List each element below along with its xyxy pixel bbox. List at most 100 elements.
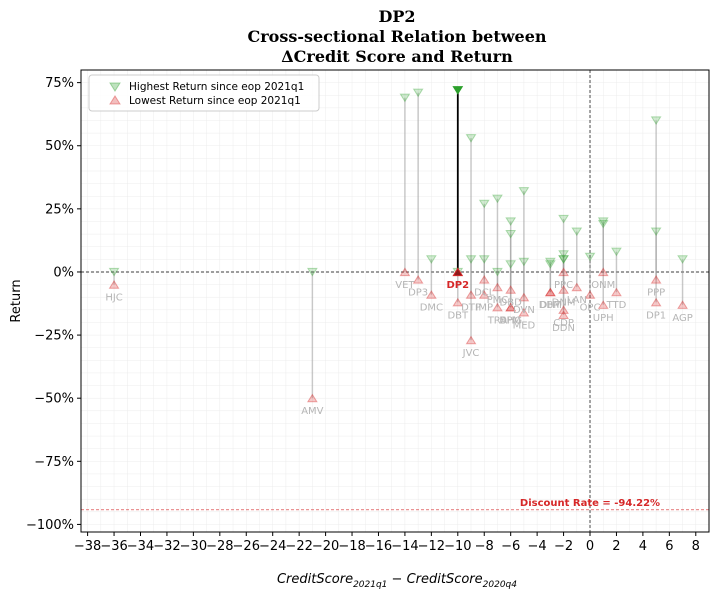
high-marker-dnm bbox=[558, 250, 569, 259]
x-tick-label: −38 bbox=[74, 539, 101, 554]
high-marker-dmc bbox=[425, 255, 437, 264]
high-marker-dtp bbox=[465, 255, 477, 264]
x-tick-label: −18 bbox=[338, 539, 365, 554]
high-marker-med bbox=[518, 187, 530, 196]
low-marker-dvn bbox=[518, 292, 530, 302]
high-marker-spm bbox=[505, 260, 517, 269]
high-marker-dhg bbox=[505, 217, 517, 227]
low-marker-tra bbox=[492, 302, 503, 312]
low-marker-dp3 bbox=[412, 274, 424, 284]
y-tick-label: 0% bbox=[53, 265, 74, 280]
point-label-dbm: DBM bbox=[539, 300, 562, 311]
legend-box bbox=[88, 74, 320, 112]
point-label-dmc: DMC bbox=[420, 303, 443, 314]
low-marker-dp1 bbox=[650, 297, 662, 307]
chart-title-line-3: ΔCredit Score and Return bbox=[281, 47, 513, 66]
high-marker-opc bbox=[584, 252, 596, 262]
point-label-onm: ONM bbox=[591, 280, 615, 291]
point-label-ttd: TTD bbox=[606, 300, 627, 311]
high-marker-dvn bbox=[518, 257, 530, 267]
x-tick-label: −14 bbox=[391, 539, 418, 554]
point-label-med: MED bbox=[513, 320, 536, 331]
high-marker-vet bbox=[399, 93, 411, 103]
legend-triangle-down-icon bbox=[109, 82, 121, 92]
x-tick-label: 6 bbox=[665, 539, 673, 554]
high-marker-uph bbox=[597, 217, 609, 227]
point-label-jvc: JVC bbox=[462, 348, 480, 359]
point-label-dp3: DP3 bbox=[408, 288, 428, 299]
x-tick-label: −32 bbox=[153, 539, 180, 554]
low-marker-amv bbox=[306, 393, 318, 403]
high-marker-cdp bbox=[558, 255, 569, 264]
low-marker-agp bbox=[677, 300, 688, 309]
y-tick-label: 75% bbox=[45, 76, 74, 91]
x-tick-label: −6 bbox=[501, 539, 520, 554]
x-axis-label: CreditScore2021q1 − CreditScore2020q4 bbox=[277, 572, 517, 590]
low-marker-hjc bbox=[108, 280, 120, 289]
high-marker-ppp bbox=[650, 116, 662, 126]
y-tick-label: 25% bbox=[45, 202, 74, 217]
x-tick-label: −22 bbox=[285, 539, 312, 554]
point-label-dhg: DHG bbox=[499, 315, 522, 326]
high-marker-lan bbox=[571, 227, 583, 237]
x-tick-label: 0 bbox=[586, 539, 594, 554]
x-tick-label: −36 bbox=[100, 539, 127, 554]
low-marker-vet bbox=[399, 267, 411, 277]
low-marker-dbt bbox=[452, 297, 464, 307]
point-label-spm: SPM bbox=[500, 315, 521, 326]
high-marker-amv bbox=[306, 267, 318, 277]
low-marker-med bbox=[518, 307, 530, 317]
low-marker-pmc bbox=[492, 282, 503, 292]
high-marker-ttd bbox=[611, 247, 622, 257]
x-tick-label: −12 bbox=[418, 539, 445, 554]
high-marker-dbd bbox=[505, 229, 517, 239]
discount-rate-label: Discount Rate = -94.22% bbox=[520, 498, 660, 509]
high-marker-tra bbox=[492, 194, 503, 204]
point-label-cdp: CDP bbox=[553, 318, 574, 329]
return-range-stems bbox=[113, 90, 684, 399]
x-tick-label: −4 bbox=[528, 539, 547, 554]
point-label-opc: OPC bbox=[580, 303, 601, 314]
high-marker-dp3 bbox=[412, 88, 424, 98]
high-marker-ppc bbox=[558, 214, 569, 224]
chart-title-line-1: DP2 bbox=[378, 7, 415, 26]
y-tick-label: −75% bbox=[34, 455, 74, 470]
point-label-dcl: DCL bbox=[474, 288, 495, 299]
point-label-uph: UPH bbox=[593, 313, 614, 324]
low-marker-dhg bbox=[505, 302, 517, 312]
legend: Highest Return since eop 2021q1 Lowest R… bbox=[88, 74, 320, 112]
high-marker-dcl bbox=[478, 255, 490, 264]
y-tick-label: −50% bbox=[34, 392, 74, 407]
x-tick-label: −28 bbox=[206, 539, 233, 554]
low-marker-lan bbox=[571, 282, 583, 292]
low-marker-opc bbox=[584, 290, 596, 299]
point-label-ddn: DDN bbox=[552, 323, 575, 334]
low-marker-dbm bbox=[544, 287, 556, 297]
y-tick-label: 50% bbox=[45, 139, 74, 154]
low-marker-imp bbox=[478, 290, 490, 299]
point-label-lan: LAN bbox=[567, 295, 587, 306]
high-marker-onm bbox=[597, 219, 609, 229]
low-marker-ttd bbox=[611, 287, 622, 297]
x-axis-ticks: −38 −36 −34 −32 −30 −28 −26 −24 −22 −20 −18 −16 −14−… bbox=[74, 532, 700, 554]
legend-label-low: Lowest Return since eop 2021q1 bbox=[129, 95, 301, 107]
x-tick-label: −34 bbox=[127, 539, 154, 554]
y-axis-ticks: 75% 50% 25% 0% −25% −50% −75% −100% bbox=[26, 76, 81, 533]
point-label-ppc: PPC bbox=[554, 280, 573, 291]
low-marker-dcl bbox=[478, 274, 490, 284]
x-tick-label: 4 bbox=[639, 539, 647, 554]
y-axis-label: Return bbox=[9, 279, 24, 322]
point-label-imp: IMP bbox=[475, 303, 493, 314]
legend-label-high: Highest Return since eop 2021q1 bbox=[129, 81, 304, 93]
legend-triangle-up-icon bbox=[109, 95, 121, 105]
high-marker-hjc bbox=[108, 267, 120, 277]
point-label-dvn: DVN bbox=[513, 305, 535, 316]
x-tick-label: −26 bbox=[233, 539, 260, 554]
return-markers bbox=[108, 86, 688, 403]
point-label-agp: AGP bbox=[672, 313, 692, 324]
low-marker-uph bbox=[597, 300, 609, 309]
y-tick-label: −100% bbox=[26, 518, 74, 533]
low-marker-cdp bbox=[558, 305, 569, 314]
low-marker-ppp bbox=[650, 274, 662, 284]
